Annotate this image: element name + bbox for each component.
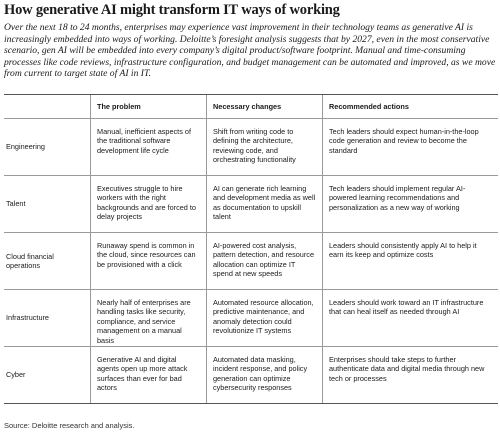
table-cell: Tech leaders should expect human-in-the-… bbox=[322, 119, 498, 175]
table-row: Cloud financial operations Runaway spend … bbox=[4, 232, 498, 289]
row-label: Infrastructure bbox=[6, 313, 49, 323]
intro: Over the next 18 to 24 months, enterpris… bbox=[4, 22, 496, 80]
table-cell: AI can generate rich learning and develo… bbox=[206, 176, 322, 232]
table-cell: Tech leaders should implement regular AI… bbox=[322, 176, 498, 232]
table-cell: AI-powered cost analysis, pattern detect… bbox=[206, 233, 322, 289]
table-row: Infrastructure Nearly half of enterprises… bbox=[4, 289, 498, 346]
row-label: Engineering bbox=[6, 142, 45, 152]
table-cell: Generative AI and digital agents open up… bbox=[90, 347, 206, 403]
table-cell: Leaders should consistently apply AI to … bbox=[322, 233, 498, 289]
table-cell: Automated data masking, incident respons… bbox=[206, 347, 322, 403]
table-row: Engineering Manual, inefficient aspects o… bbox=[4, 118, 498, 175]
header-cell: The problem bbox=[90, 95, 206, 118]
table-row: Talent Executives struggle to hire worker… bbox=[4, 175, 498, 232]
row-label: Cloud financial operations bbox=[6, 251, 54, 270]
table-cell: Manual, inefficient aspects of the tradi… bbox=[90, 119, 206, 175]
table-row: Cyber Generative AI and digital agents op… bbox=[4, 346, 498, 403]
source: Source: Deloitte research and analysis. bbox=[4, 421, 135, 430]
header-cell: Necessary changes bbox=[206, 95, 322, 118]
table-cell: Enterprises should take steps to further… bbox=[322, 347, 498, 403]
header-row: The problem Necessary changes Recommended … bbox=[4, 95, 498, 118]
table-cell: Executives struggle to hire workers with… bbox=[90, 176, 206, 232]
table-cell: Runaway spend is common in the cloud, si… bbox=[90, 233, 206, 289]
table-cell: Leaders should work toward an IT infrast… bbox=[322, 290, 498, 346]
table-cell: Automated resource allocation, predictiv… bbox=[206, 290, 322, 346]
header-cell: Recommended actions bbox=[322, 95, 498, 118]
table-cell: Nearly half of enterprises are handling … bbox=[90, 290, 206, 346]
row-label: Talent bbox=[6, 199, 26, 209]
row-label: Cyber bbox=[6, 370, 26, 380]
table: The problem Necessary changes Recommended … bbox=[4, 94, 498, 404]
title: How generative AI might transform IT way… bbox=[4, 2, 340, 18]
header-cell bbox=[4, 95, 90, 118]
table-cell: Shift from writing code to defining the … bbox=[206, 119, 322, 175]
